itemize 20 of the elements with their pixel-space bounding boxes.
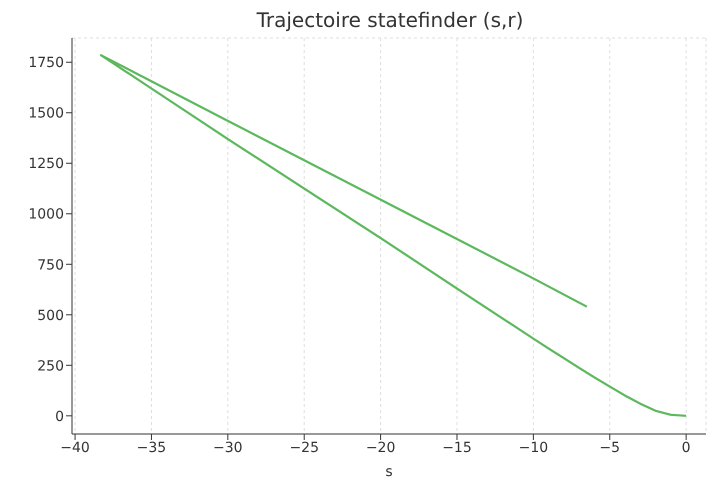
y-tick-label: 1000 <box>28 206 64 223</box>
x-tick-label: −5 <box>599 440 620 456</box>
x-axis-title: s <box>385 464 393 480</box>
y-tick-label: 0 <box>55 408 64 425</box>
x-tick-label: −10 <box>518 440 548 456</box>
x-tick-label: −40 <box>60 440 90 456</box>
y-tick-label: 1500 <box>28 106 64 122</box>
line-series <box>100 54 688 417</box>
y-tick-label: 1250 <box>28 156 64 172</box>
x-tick-label: −35 <box>136 440 166 456</box>
y-tick-label: 250 <box>37 358 64 374</box>
x-tick-label: 0 <box>682 440 691 456</box>
y-tick-label: 500 <box>37 308 64 324</box>
y-tick-label: 1750 <box>28 55 64 72</box>
x-tick-label: −25 <box>289 440 319 456</box>
y-tick-label: 750 <box>37 257 64 274</box>
chart-title: Trajectoire statefinder (s,r) <box>256 8 524 32</box>
x-tick-label: −30 <box>213 440 243 456</box>
x-tick-label: −20 <box>366 440 396 456</box>
x-tick-label: −15 <box>442 440 472 456</box>
